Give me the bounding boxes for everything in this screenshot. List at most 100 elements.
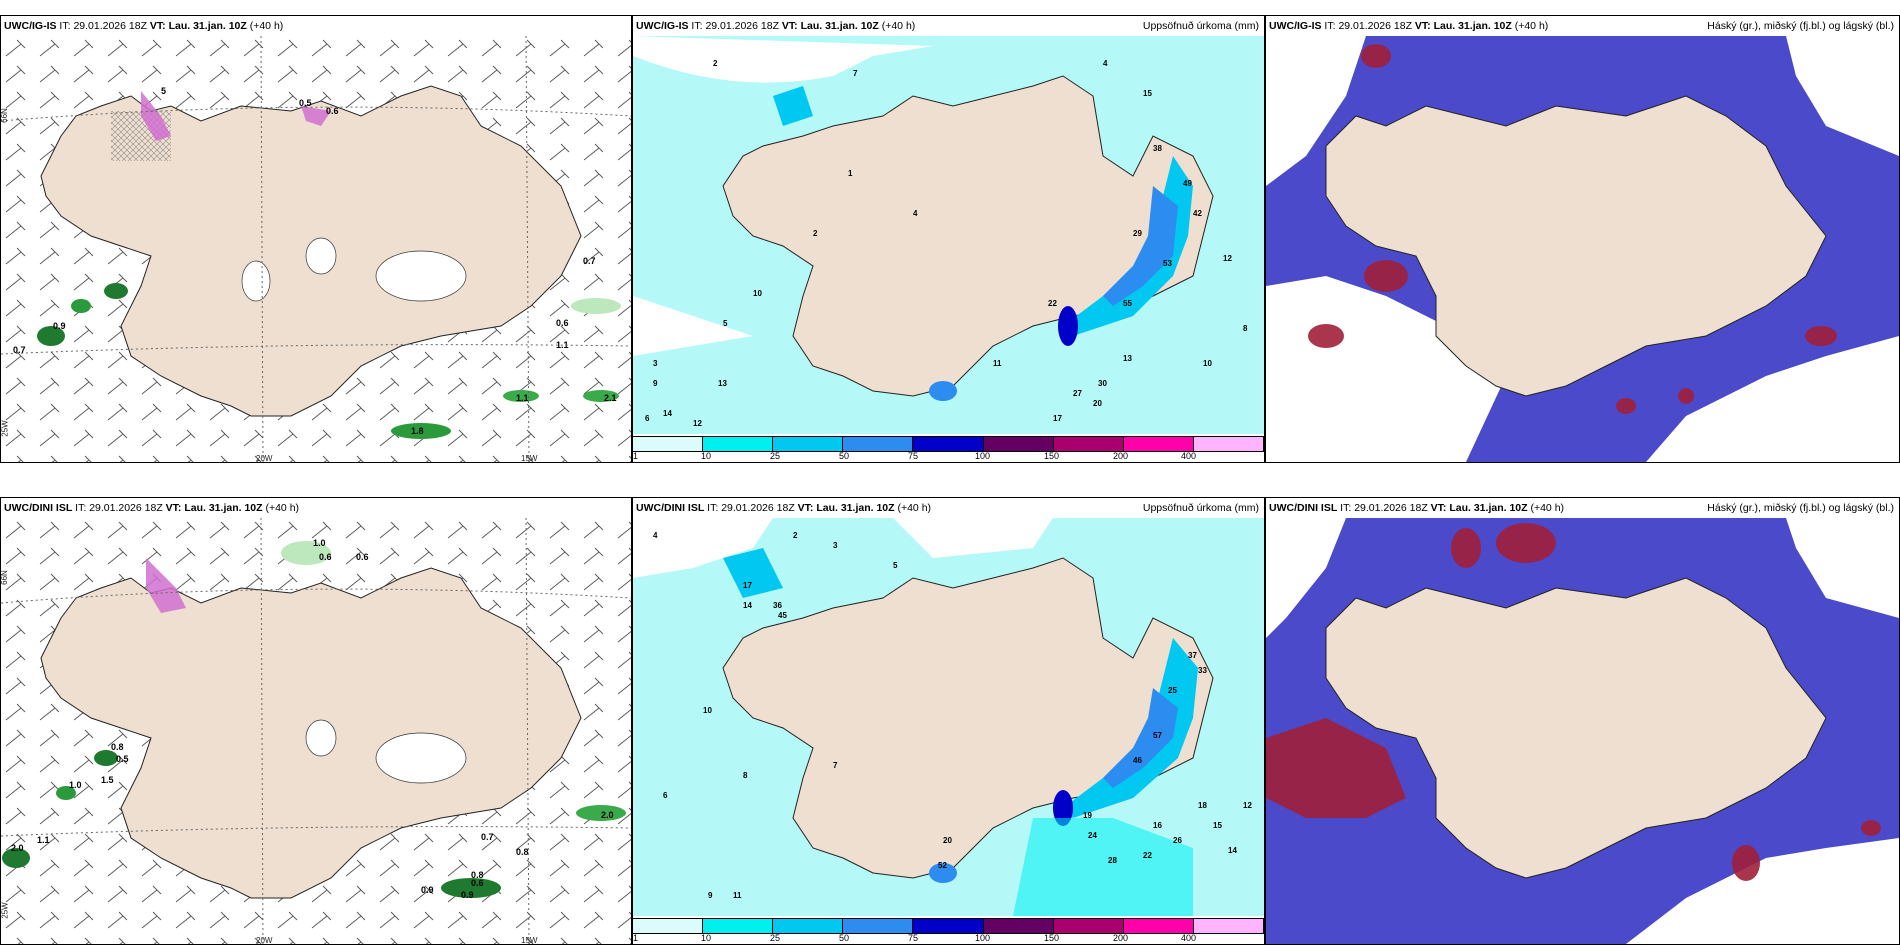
snow-label: 1.1 xyxy=(516,393,529,403)
precip-value: 15 xyxy=(1213,821,1222,830)
legend-swatch xyxy=(1053,437,1124,451)
precip-value: 7 xyxy=(853,69,858,78)
glacier xyxy=(241,260,271,302)
precip-value: 8 xyxy=(1243,324,1248,333)
snow-label: 1.1 xyxy=(37,835,50,845)
precip-value: 2 xyxy=(793,531,798,540)
precip-value: 6 xyxy=(645,414,650,423)
precip-value: 4 xyxy=(653,531,658,540)
precip-value: 14 xyxy=(743,601,752,610)
precip-value: 37 xyxy=(1188,651,1197,660)
precip-value: 13 xyxy=(1123,354,1132,363)
precip-value: 52 xyxy=(938,861,947,870)
precip-value: 3 xyxy=(653,359,658,368)
precip-value: 25 xyxy=(1168,686,1177,695)
legend-swatch xyxy=(843,437,914,451)
precip-value: 19 xyxy=(1083,811,1092,820)
precip-value: 11 xyxy=(733,891,742,900)
snow-label: 1.8 xyxy=(411,426,424,436)
legend-swatch xyxy=(773,919,844,933)
panel-bot-cloud: UWC/DINI ISL IT: 29.01.2026 18Z VT: Lau.… xyxy=(1265,497,1900,945)
legend-swatch xyxy=(913,437,984,451)
snow-label: 2.0 xyxy=(601,810,614,820)
cloud-map xyxy=(1266,518,1899,944)
legend-swatch xyxy=(1193,919,1264,933)
precip-value: 10 xyxy=(753,289,762,298)
legend-swatch xyxy=(703,919,774,933)
precip-value: 53 xyxy=(1163,259,1172,268)
precip-value: 6 xyxy=(663,791,668,800)
precip-value: 20 xyxy=(1093,399,1102,408)
panel-top-precip: UWC/IG-IS IT: 29.01.2026 18Z VT: Lau. 31… xyxy=(632,15,1265,463)
glacier xyxy=(305,237,337,275)
lon-label: 25W xyxy=(0,420,10,437)
snow-label: 2.0 xyxy=(11,843,24,853)
precip-value: 16 xyxy=(1153,821,1162,830)
snow-label: 0.7 xyxy=(481,832,494,842)
precip-value: 2 xyxy=(813,229,818,238)
snow-label: 0.9 xyxy=(53,321,66,331)
precip-value: 17 xyxy=(743,581,752,590)
snow-label: 2.1 xyxy=(604,393,617,403)
legend-swatch xyxy=(913,919,984,933)
precip-value: 2 xyxy=(713,59,718,68)
precip-value: 36 xyxy=(773,601,782,610)
wind-map: 1.0 0.6 0.6 0.8 0.5 1.5 1.0 2.0 1.1 0.7 … xyxy=(1,518,631,944)
panel-title: UWC/IG-IS IT: 29.01.2026 18Z VT: Lau. 31… xyxy=(1266,16,1899,36)
snow-label: 0.5 xyxy=(116,754,129,764)
precip-legend: 1 10 25 50 75 100 150 200 400 xyxy=(633,434,1264,462)
precip-value: 10 xyxy=(1203,359,1212,368)
precip-value: 22 xyxy=(1143,851,1152,860)
precip-value: 10 xyxy=(703,706,712,715)
snow-label: 0.8 xyxy=(111,742,124,752)
precip-value: 38 xyxy=(1153,144,1162,153)
panel-bot-wind: UWC/DINI ISL IT: 29.01.2026 18Z VT: Lau.… xyxy=(0,497,632,945)
lon-label: 15W xyxy=(521,454,538,463)
legend-swatch xyxy=(1123,437,1194,451)
precip-value: 14 xyxy=(1228,846,1237,855)
precip-value: 5 xyxy=(893,561,898,570)
precip-value: 20 xyxy=(943,836,952,845)
glacier xyxy=(375,250,467,302)
legend-swatch xyxy=(633,437,704,451)
precip-value: 9 xyxy=(708,891,713,900)
snow-label: 0.6 xyxy=(326,106,339,116)
precip-value: 49 xyxy=(1183,179,1192,188)
legend-swatch xyxy=(1123,919,1194,933)
precip-value: 26 xyxy=(1173,836,1182,845)
lat-label: 66N xyxy=(0,108,9,123)
snow-label: 0.7 xyxy=(583,256,596,266)
panel-bot-precip: UWC/DINI ISL IT: 29.01.2026 18Z VT: Lau.… xyxy=(632,497,1265,945)
legend-swatch xyxy=(1193,437,1264,451)
lon-label: 20W xyxy=(256,454,273,463)
snow-label: 0.6 xyxy=(319,552,332,562)
precip-value: 12 xyxy=(1223,254,1232,263)
panel-title: UWC/DINI ISL IT: 29.01.2026 18Z VT: Lau.… xyxy=(1266,498,1899,518)
precip-value: 22 xyxy=(1048,299,1057,308)
precip-value: 24 xyxy=(1088,831,1097,840)
legend-swatch xyxy=(1053,919,1124,933)
legend-swatch xyxy=(703,437,774,451)
panel-top-cloud: UWC/IG-IS IT: 29.01.2026 18Z VT: Lau. 31… xyxy=(1265,15,1900,463)
snow-label: 0.8 xyxy=(471,870,484,880)
precip-value: 12 xyxy=(1243,801,1252,810)
precip-value: 14 xyxy=(663,409,672,418)
precip-value: 33 xyxy=(1198,666,1207,675)
legend-swatch xyxy=(773,437,844,451)
panel-title: UWC/IG-IS IT: 29.01.2026 18Z VT: Lau. 31… xyxy=(633,16,1264,36)
precip-value: 42 xyxy=(1193,209,1202,218)
precip-map: 4 2 3 5 17 14 36 45 37 25 33 57 46 19 24… xyxy=(633,518,1264,916)
precip-value: 1 xyxy=(848,169,853,178)
precip-legend: 1 10 25 50 75 100 150 200 400 xyxy=(633,916,1264,944)
legend-swatch xyxy=(983,919,1054,933)
snow-label: 0.9 xyxy=(461,890,474,900)
snow-label: 1.0 xyxy=(69,780,82,790)
precip-value: 11 xyxy=(993,359,1002,368)
panel-title: UWC/IG-IS IT: 29.01.2026 18Z VT: Lau. 31… xyxy=(1,16,631,36)
precip-value: 28 xyxy=(1108,856,1117,865)
precip-value: 18 xyxy=(1198,801,1207,810)
precip-value: 45 xyxy=(778,611,787,620)
precip-value: 46 xyxy=(1133,756,1142,765)
snow-label: 1.5 xyxy=(101,775,114,785)
lon-label: 20W xyxy=(256,936,273,945)
